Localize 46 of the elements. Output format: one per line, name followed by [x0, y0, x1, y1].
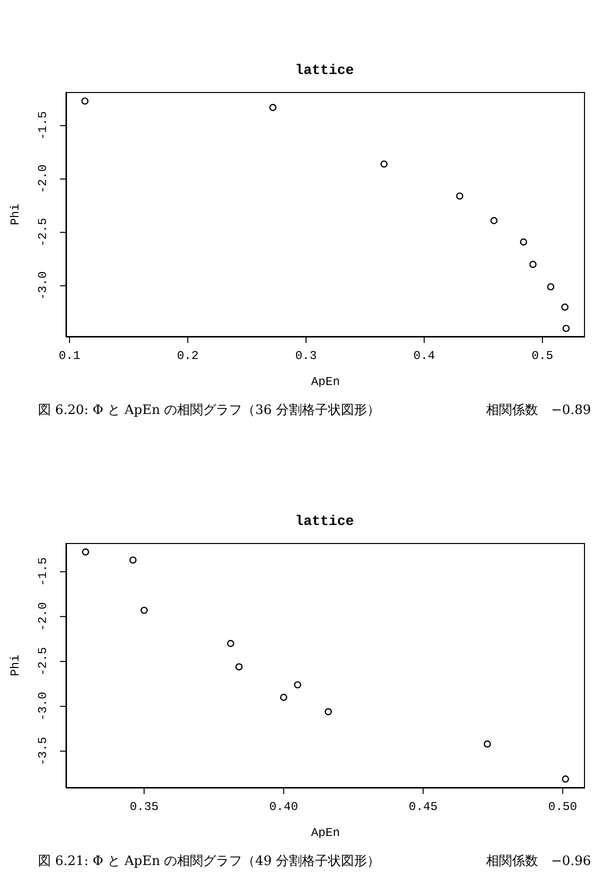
chart-title: lattice	[294, 514, 355, 532]
point	[269, 104, 276, 112]
caption: 図 6.20: Φ と ApEn の相関グラフ（36 分割格子状図形）	[38, 402, 380, 419]
point	[81, 97, 89, 105]
x-tick-label: 0.50	[548, 800, 578, 814]
point	[561, 304, 568, 311]
x-tick-label: 0.5	[532, 349, 554, 363]
point	[82, 548, 90, 556]
point	[380, 160, 388, 168]
y-tick-label: -3.0	[36, 692, 50, 721]
point	[520, 238, 528, 246]
y-axis-title: Phi	[8, 204, 22, 226]
point	[235, 663, 243, 670]
x-tick-label: 0.3	[295, 349, 317, 363]
text: 相関係数 −0.89	[486, 402, 591, 419]
point	[280, 694, 288, 701]
point	[562, 775, 570, 783]
y-tick-label: -3.5	[36, 736, 50, 766]
y-tick-label: -2.0	[36, 602, 50, 631]
point	[129, 556, 137, 564]
y-tick-label: -3.0	[36, 271, 50, 300]
point	[490, 217, 498, 224]
point	[294, 681, 302, 688]
x-tick-label: 0.1	[58, 349, 80, 363]
chart-title: lattice	[294, 63, 355, 81]
point	[140, 606, 148, 614]
point	[484, 740, 491, 748]
y-tick-label: -2.5	[36, 647, 50, 676]
y-axis-title: Phi	[8, 654, 22, 676]
y-tick-label: -2.5	[36, 218, 50, 247]
y-tick-label: -2.0	[36, 164, 50, 194]
x-tick-label: 0.2	[176, 349, 199, 363]
x-tick-label: 0.45	[408, 800, 438, 814]
x-tick-label: 0.35	[130, 800, 159, 814]
point	[227, 640, 234, 648]
caption: 図 6.21: Φ と ApEn の相関グラフ（49 分割格子状図形）	[38, 853, 380, 870]
point	[562, 324, 570, 332]
point	[529, 260, 537, 268]
y-tick-label: -1.5	[36, 557, 50, 586]
x-tick-label: 0.40	[269, 800, 298, 814]
point	[324, 708, 332, 716]
point	[456, 192, 464, 200]
point	[547, 283, 554, 290]
x-tick-label: 0.4	[413, 349, 436, 363]
text: 相関係数 −0.96	[486, 853, 591, 870]
y-tick-label: -1.5	[36, 111, 50, 140]
